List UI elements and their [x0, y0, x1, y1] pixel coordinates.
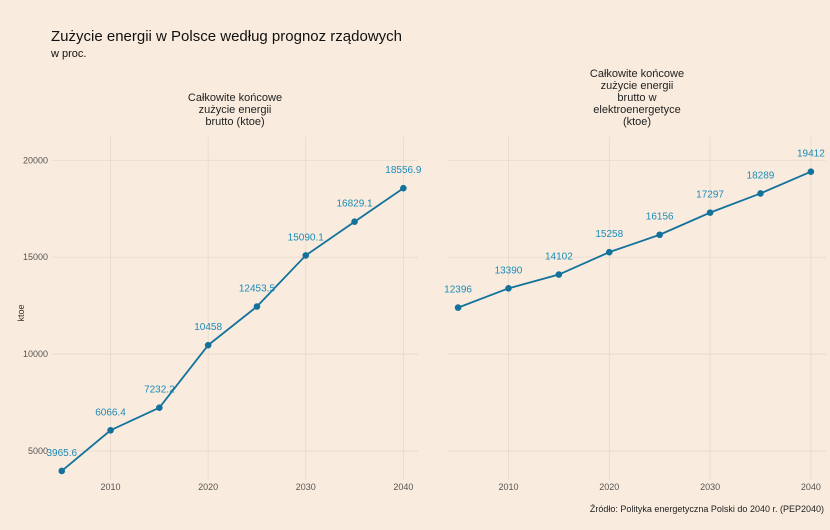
- x-tick-label: 2040: [801, 482, 821, 492]
- y-axis-label: ktoe: [16, 304, 26, 321]
- data-point: [605, 248, 613, 256]
- chart-subtitle: w proc.: [51, 48, 87, 60]
- y-tick-label: 5000: [28, 446, 48, 456]
- data-label: 10458: [194, 322, 222, 333]
- x-tick-label: 2030: [700, 482, 720, 492]
- data-label: 17297: [696, 190, 724, 201]
- data-label: 12396: [444, 285, 472, 296]
- data-label: 6066.4: [95, 407, 126, 418]
- facet-title-line: zużycie energii: [199, 104, 272, 116]
- data-point: [505, 285, 512, 292]
- data-label: 14102: [545, 252, 573, 263]
- data-label: 16156: [646, 212, 674, 223]
- data-point: [706, 209, 714, 216]
- facet-title-line: (ktoe): [623, 116, 651, 128]
- data-label: 7232.2: [144, 385, 175, 396]
- data-point: [454, 304, 462, 311]
- x-tick-label: 2020: [198, 482, 218, 492]
- x-tick-label: 2010: [101, 482, 121, 492]
- facet-title-line: brutto w: [617, 92, 656, 104]
- data-label: 18556.9: [385, 165, 422, 176]
- data-label: 15090.1: [288, 232, 325, 243]
- data-point: [204, 341, 212, 349]
- facet-title-line: Całkowite końcowe: [590, 68, 684, 80]
- data-point: [58, 467, 66, 475]
- y-tick-label: 15000: [23, 252, 48, 262]
- series-line: [61, 187, 404, 472]
- data-label: 12453.5: [239, 283, 276, 294]
- data-point: [400, 184, 407, 192]
- facet-title-line: brutto (ktoe): [205, 116, 264, 128]
- data-label: 13390: [495, 265, 523, 276]
- data-label: 3965.6: [46, 448, 77, 459]
- x-tick-label: 2040: [393, 482, 413, 492]
- data-label: 18289: [747, 170, 775, 181]
- x-tick-label: 2010: [498, 482, 518, 492]
- data-point: [656, 231, 663, 239]
- data-label: 19412: [797, 149, 825, 160]
- data-label: 15258: [595, 229, 623, 240]
- x-tick-label: 2030: [296, 482, 316, 492]
- data-point: [302, 252, 310, 259]
- facet-title-line: elektroenergetyce: [593, 104, 680, 116]
- series-line: [457, 170, 812, 309]
- data-point: [757, 190, 764, 197]
- chart-title: Zużycie energii w Polsce według prognoz …: [51, 28, 403, 45]
- facet-title-line: Całkowite końcowe: [188, 92, 282, 104]
- data-point: [253, 303, 261, 310]
- y-tick-label: 20000: [23, 155, 48, 165]
- data-point: [156, 404, 163, 411]
- facet-title-line: zużycie energii: [601, 80, 674, 92]
- y-tick-label: 10000: [23, 349, 48, 359]
- data-point: [107, 426, 114, 434]
- data-point: [807, 168, 815, 175]
- source-note: Źródło: Polityka energetyczna Polski do …: [589, 504, 824, 514]
- data-point: [555, 271, 563, 278]
- data-label: 16829.1: [336, 199, 373, 210]
- x-tick-label: 2020: [599, 482, 619, 492]
- data-point: [351, 218, 358, 226]
